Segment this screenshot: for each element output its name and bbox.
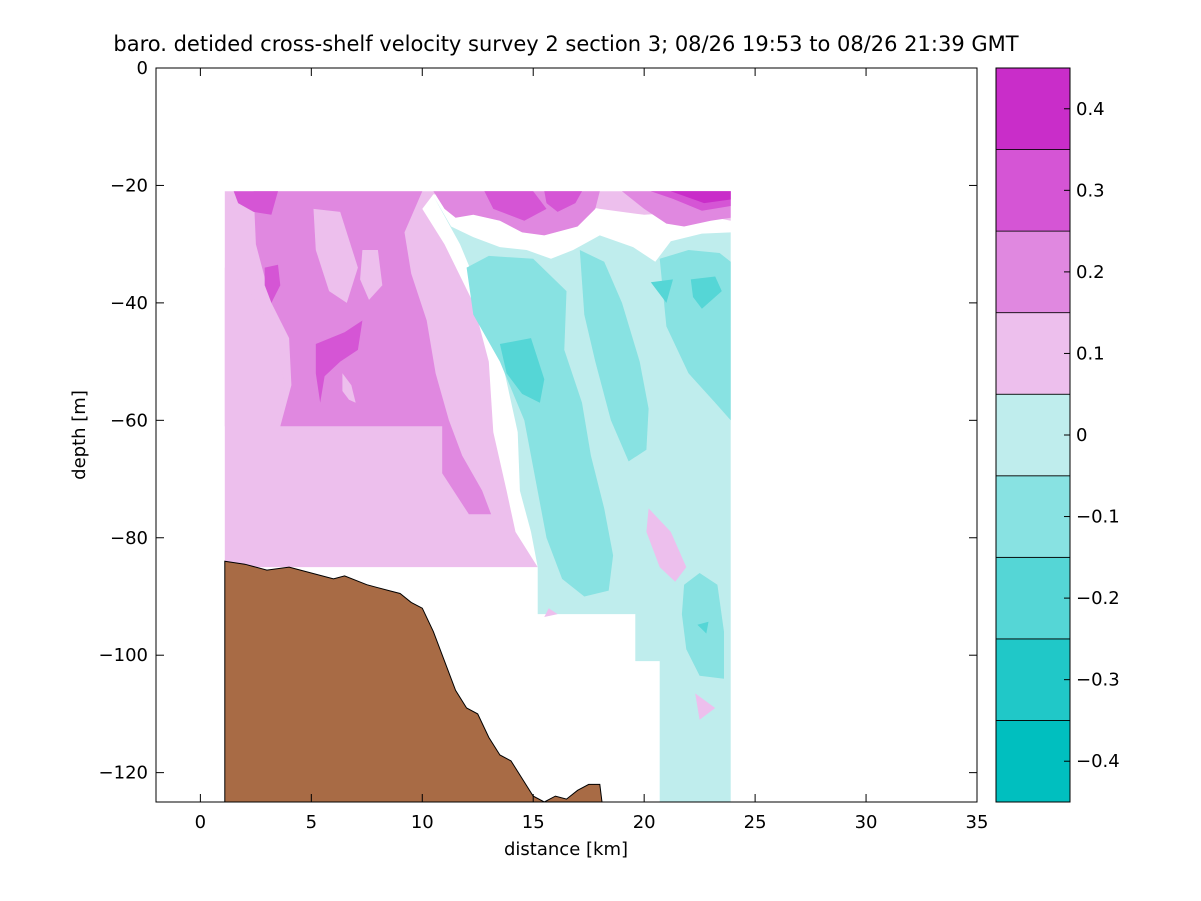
colorbar: −0.4 −0.3 −0.2 −0.1 0 0.1 0.2 0.3 0.4 [995,67,1120,803]
colorbar-band [995,475,1071,558]
contour-band [579,250,649,462]
colorbar-band [995,556,1071,640]
colorbar-band [995,720,1071,803]
x-tick-label: 10 [411,812,434,833]
plot-frame [155,67,978,803]
contour-band [695,693,716,720]
y-tick-label: 0 [137,58,148,79]
x-axis-label: distance [km] [504,839,628,860]
colorbar-tick-label: 0.2 [1076,262,1105,283]
colorbar-tick-label: 0.1 [1076,343,1105,364]
contour-band [650,279,673,303]
y-tick-label: −100 [99,645,148,666]
contour-band [224,267,285,427]
chart-title: baro. detided cross-shelf velocity surve… [113,32,1018,56]
x-tick-label: 5 [306,812,317,833]
bathymetry-profile [224,560,603,802]
y-tick-label: −120 [99,763,148,784]
contour-band [499,338,545,403]
y-tick-label: −40 [110,293,148,314]
colorbar-band [995,149,1071,232]
bathymetry [224,560,603,802]
contour-band [697,621,709,634]
colorbar-tick-label: −0.3 [1076,670,1120,691]
contour-band [544,608,558,617]
contour-band [484,191,547,221]
contour-band [313,208,358,303]
x-tick-label: 20 [633,812,656,833]
x-tick-label: 35 [966,812,989,833]
colorbar-tick-label: −0.1 [1076,507,1120,528]
contour-band [544,191,582,212]
colorbar-band [995,230,1071,314]
y-tick-label: −80 [110,528,148,549]
colorbar-band [995,312,1071,395]
colorbar-tick-label: −0.2 [1076,588,1120,609]
y-tick-label: −20 [110,175,148,196]
colorbar-tick-label: −0.4 [1076,751,1120,772]
colorbar-tick-label: 0.3 [1076,180,1105,201]
contour-band [690,276,722,309]
velocity-contours [224,191,731,802]
colorbar-band [995,393,1071,477]
colorbar-band [995,638,1071,721]
y-axis: 0 −20 −40 −60 −80 −100 −120 [99,58,977,784]
colorbar-band [995,67,1071,150]
x-tick-label: 15 [522,812,545,833]
contour-band [342,373,356,403]
x-axis: 0 5 10 15 20 25 30 35 [195,68,989,833]
contour-band [646,508,687,582]
x-tick-label: 30 [855,812,878,833]
contour-band [360,250,383,300]
y-axis-label: depth [m] [69,390,90,480]
colorbar-tick-label: 0 [1076,425,1087,446]
contour-band [466,255,614,597]
x-tick-label: 25 [744,812,767,833]
x-tick-label: 0 [195,812,206,833]
plot-axes: 0 5 10 15 20 25 30 35 0 −20 −40 −60 −80 −100 −120 [99,58,989,833]
colorbar-tick-label: 0.4 [1076,99,1105,120]
contour-band [253,191,492,515]
contour-band [670,191,731,204]
y-tick-label: −60 [110,410,148,431]
contour-band [264,264,281,303]
contour-band [315,320,363,403]
contour-band [233,191,278,215]
